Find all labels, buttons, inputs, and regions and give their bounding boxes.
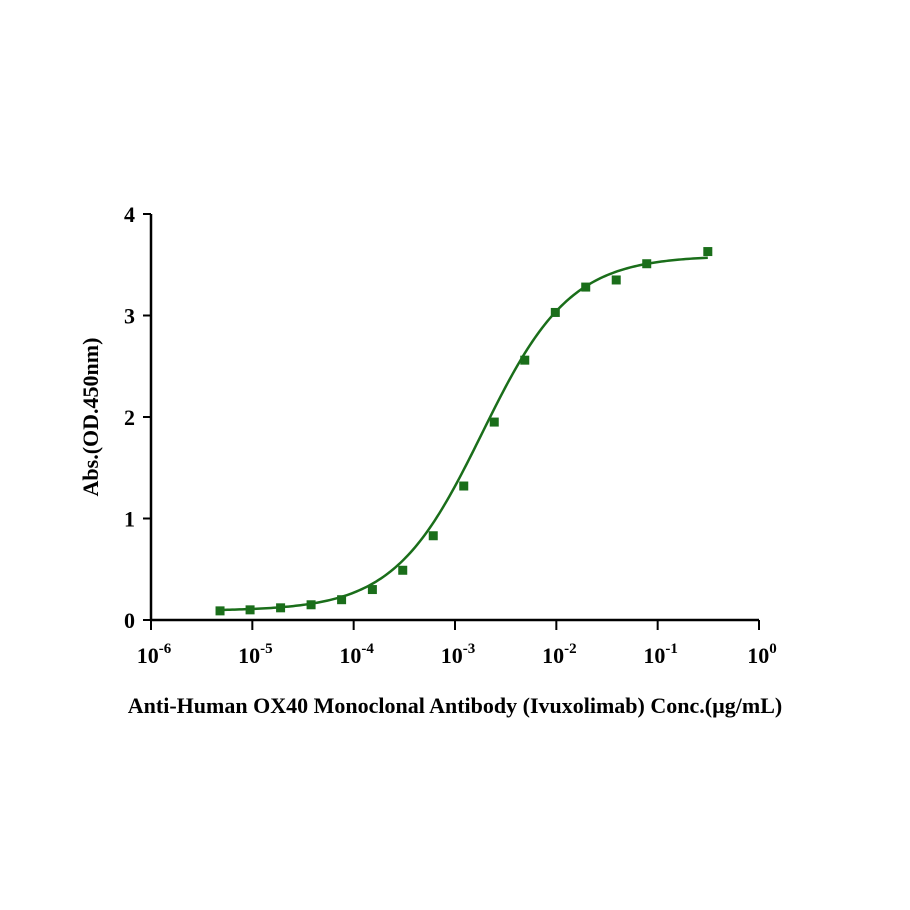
data-point <box>245 605 255 615</box>
y-axis-title: Abs.(OD.450nm) <box>78 338 103 497</box>
x-tick-label: 10-4 <box>339 641 374 668</box>
y-tick-label: 2 <box>124 405 135 430</box>
x-tick-label: 10-5 <box>238 641 272 668</box>
data-point <box>520 355 530 365</box>
data-point <box>703 247 713 257</box>
y-tick-label: 4 <box>124 202 135 227</box>
data-point <box>581 282 591 292</box>
data-point <box>367 585 377 595</box>
x-axis-title: Anti-Human OX40 Monoclonal Antibody (Ivu… <box>128 693 782 718</box>
axes <box>149 214 759 622</box>
x-tick-label: 10-1 <box>643 641 678 668</box>
x-tick-label: 10-2 <box>542 641 577 668</box>
data-point <box>337 595 347 605</box>
data-points <box>215 247 713 616</box>
y-ticks: 0 1 2 3 4 <box>124 202 151 633</box>
x-tick-label: 10-6 <box>137 641 172 668</box>
data-point <box>306 600 316 610</box>
x-tick-label: 10-3 <box>441 641 476 668</box>
y-tick-label: 3 <box>124 304 135 329</box>
x-ticks: 10-6 10-5 10-4 10-3 10-2 10-1 100 <box>137 620 777 668</box>
fit-curve-line <box>219 256 708 612</box>
y-tick-label: 0 <box>124 608 135 633</box>
data-point <box>398 565 408 575</box>
data-point <box>428 531 438 541</box>
data-point <box>215 606 225 616</box>
x-tick-label: 100 <box>747 641 777 668</box>
data-point <box>550 307 560 317</box>
data-point <box>642 259 652 269</box>
data-point <box>489 417 499 427</box>
y-tick-label: 1 <box>124 507 135 532</box>
data-point <box>459 481 469 491</box>
data-point <box>611 275 621 285</box>
data-point <box>276 603 286 613</box>
